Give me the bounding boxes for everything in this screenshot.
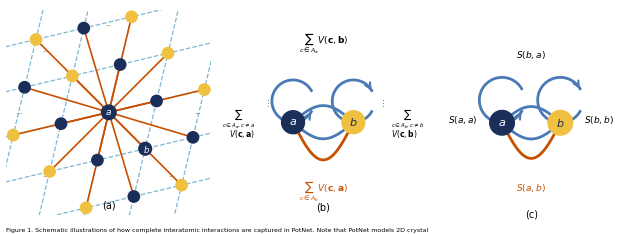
Text: ...: ... [168,47,175,53]
Text: $b$: $b$ [556,117,564,129]
Circle shape [342,111,365,134]
Text: $\sum_{c\in A_a}V(\mathbf{c},\mathbf{b})$: $\sum_{c\in A_a}V(\mathbf{c},\mathbf{b})… [298,31,348,56]
Text: $V(\mathbf{c},\mathbf{a})$: $V(\mathbf{c},\mathbf{a})$ [228,128,255,140]
Text: $b$: $b$ [143,144,150,155]
Text: $b$: $b$ [349,116,358,128]
Text: $S(a,b)$: $S(a,b)$ [516,182,546,194]
Circle shape [91,154,104,166]
Circle shape [66,69,79,82]
Text: Figure 1. Schematic illustrations of how complete interatomic interactions are c: Figure 1. Schematic illustrations of how… [6,228,429,233]
Circle shape [127,190,140,203]
Circle shape [102,105,116,120]
Text: $S(a,a)$: $S(a,a)$ [449,113,478,125]
Circle shape [161,47,174,59]
Text: $\sum_{c\in A_a,c\neq a}$: $\sum_{c\in A_a,c\neq a}$ [222,107,255,131]
Text: ...: ... [194,109,201,115]
Circle shape [114,58,127,71]
Circle shape [7,129,20,141]
Text: $V(\mathbf{c},\mathbf{b})$: $V(\mathbf{c},\mathbf{b})$ [392,128,418,140]
Text: ...: ... [376,97,385,106]
Circle shape [125,10,138,23]
Circle shape [175,179,188,191]
Circle shape [282,111,305,134]
Text: ...: ... [106,198,112,204]
Text: (c): (c) [525,210,538,220]
Circle shape [187,131,200,144]
Text: $\sum_{c\in A_b}V(\mathbf{c},\mathbf{a})$: $\sum_{c\in A_b}V(\mathbf{c},\mathbf{a})… [299,179,348,204]
Text: $a$: $a$ [498,118,506,128]
Text: (b): (b) [316,203,330,213]
Text: $\sum_{c\in A_b,c\neq b}$: $\sum_{c\in A_b,c\neq b}$ [391,107,424,131]
Circle shape [18,81,31,94]
Text: ...: ... [168,172,175,178]
Text: ...: ... [261,97,271,106]
Text: $a$: $a$ [106,108,112,117]
Circle shape [548,110,573,135]
Text: ...: ... [17,109,24,115]
Text: $a$: $a$ [289,117,297,127]
Circle shape [198,83,211,96]
Circle shape [150,95,163,107]
Text: ...: ... [43,172,49,178]
Circle shape [77,22,90,34]
Circle shape [139,142,152,155]
Circle shape [79,201,92,214]
Circle shape [54,117,67,130]
Text: $S(b,a)$: $S(b,a)$ [516,49,546,61]
Text: ...: ... [106,21,112,27]
Text: $S(b,b)$: $S(b,b)$ [584,113,614,125]
Text: ...: ... [43,47,49,53]
Circle shape [44,165,56,178]
Text: (a): (a) [102,200,116,210]
Circle shape [29,33,42,46]
Circle shape [490,110,515,135]
